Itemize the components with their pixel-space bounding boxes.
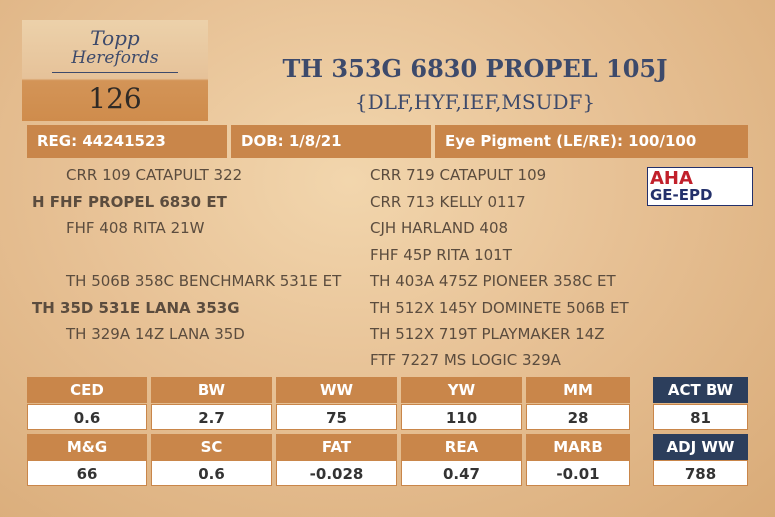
epd-header: REA [401,434,522,460]
epd-header: BW [151,377,272,403]
epd-header: MARB [526,434,630,460]
epd-header: SC [151,434,272,460]
lot-number: 126 [88,82,142,115]
epd-value: 28 [526,404,630,430]
epd-value: -0.01 [526,460,630,486]
info-cell: Eye Pigment (LE/RE): 100/100 [435,125,748,158]
pedigree-line: TH 329A 14Z LANA 35D [66,325,245,343]
epd-value: 0.47 [401,460,522,486]
pedigree-line: CRR 109 CATAPULT 322 [66,166,243,184]
logo-text: Herefords [71,48,159,68]
side-header: ACT BW [653,377,748,403]
pedigree-line: TH 403A 475Z PIONEER 358C ET [370,272,616,290]
logo-rule [52,72,178,73]
epd-header: WW [276,377,397,403]
epd-value: 0.6 [151,460,272,486]
pedigree-line: FHF 408 RITA 21W [66,219,205,237]
pedigree-line: CRR 719 CATAPULT 109 [370,166,547,184]
logo-text: Topp [90,26,140,50]
pedigree-line: TH 512X 719T PLAYMAKER 14Z [370,325,605,343]
epd-header: MM [526,377,630,403]
epd-value: 75 [276,404,397,430]
side-header: ADJ WW [653,434,748,460]
ge-epd-badge: AHA GE-EPD [647,167,753,206]
pedigree-line: CJH HARLAND 408 [370,219,509,237]
badge-text: AHA [650,168,693,189]
pedigree-line: CRR 713 KELLY 0117 [370,193,526,211]
epd-value: 0.6 [27,404,147,430]
side-value: 788 [653,460,748,486]
epd-value: 110 [401,404,522,430]
epd-value: -0.028 [276,460,397,486]
info-cell: REG: 44241523 [27,125,227,158]
pedigree-line: TH 512X 145Y DOMINETE 506B ET [370,299,629,317]
pedigree-line: FHF 45P RITA 101T [370,246,512,264]
pedigree-line: TH 506B 358C BENCHMARK 531E ET [66,272,342,290]
pedigree-line: TH 35D 531E LANA 353G [32,299,240,317]
side-value: 81 [653,404,748,430]
title: TH 353G 6830 PROPEL 105J [282,54,668,83]
pedigree-line: FTF 7227 MS LOGIC 329A [370,351,561,369]
epd-value: 66 [27,460,147,486]
logo-box: Topp Herefords 126 [22,20,208,121]
epd-header: FAT [276,434,397,460]
epd-header: YW [401,377,522,403]
pedigree-line: H FHF PROPEL 6830 ET [32,193,227,211]
epd-header: CED [27,377,147,403]
epd-header: M&G [27,434,147,460]
badge-text: GE-EPD [650,186,713,204]
subtitle: {DLF,HYF,IEF,MSUDF} [354,90,596,114]
epd-value: 2.7 [151,404,272,430]
info-cell: DOB: 1/8/21 [231,125,431,158]
